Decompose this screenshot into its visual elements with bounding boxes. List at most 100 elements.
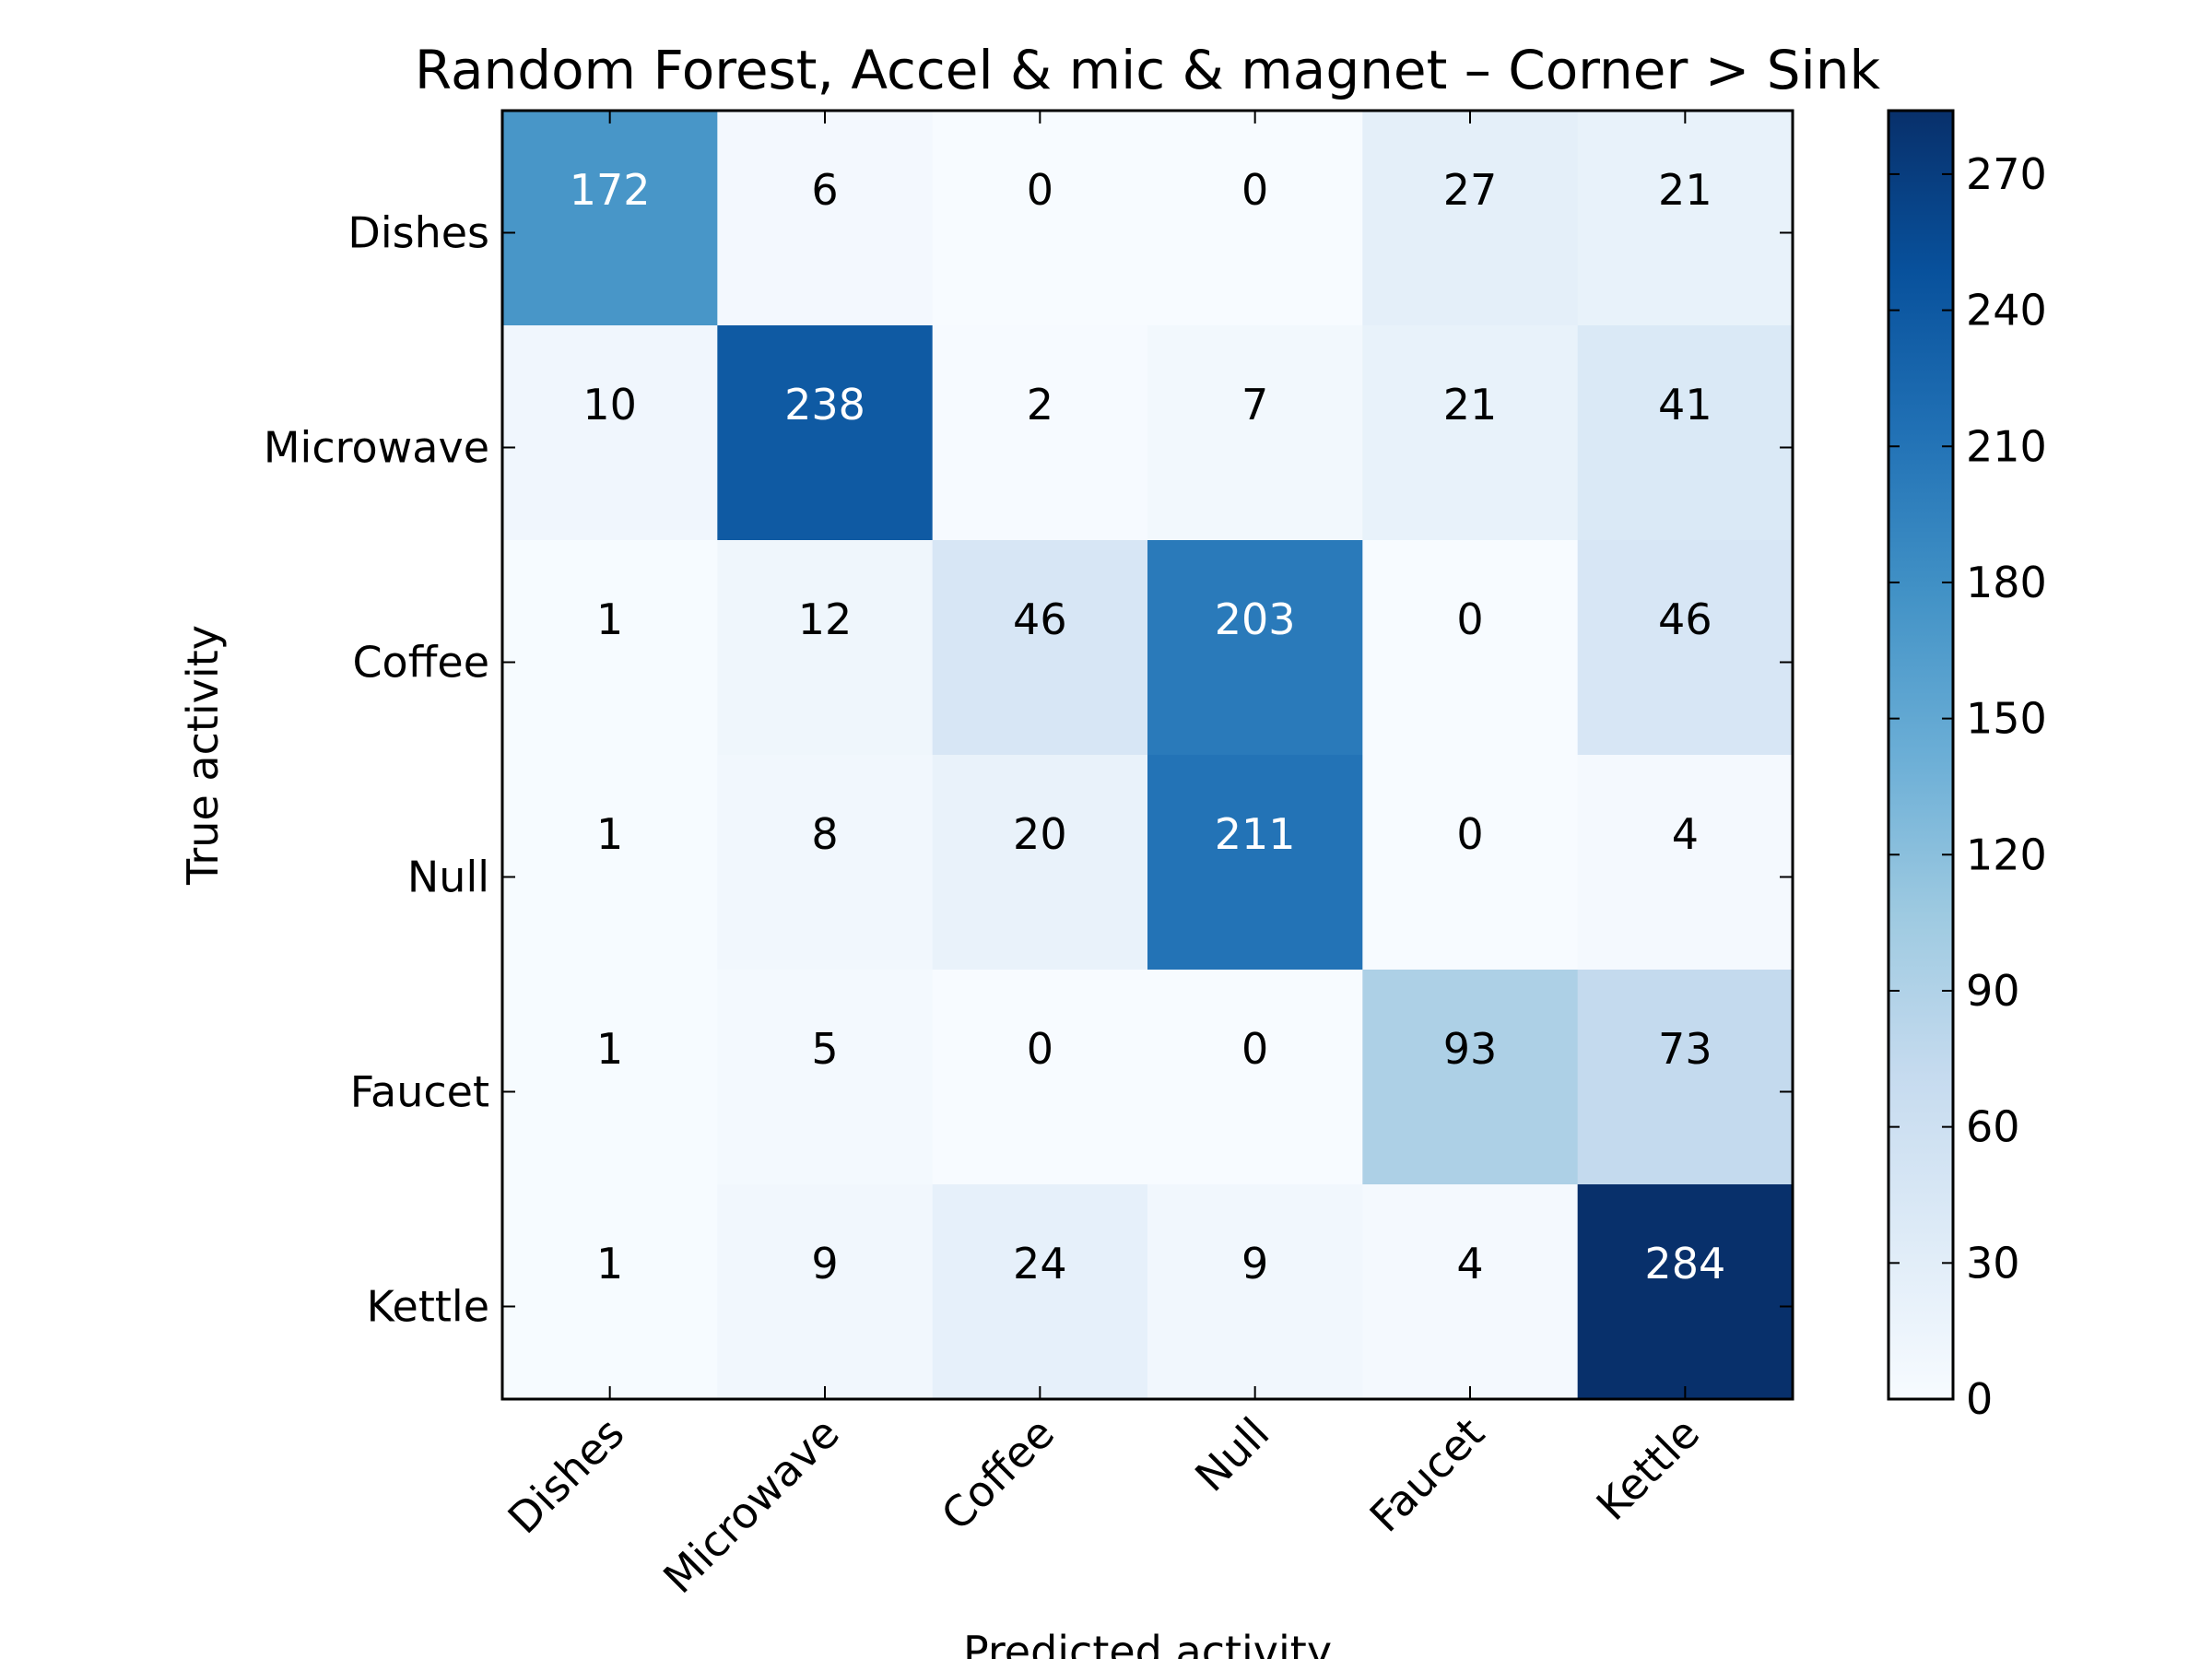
plot-frame — [500, 109, 1794, 1401]
heatmap-cell — [1577, 755, 1794, 971]
cell-value: 20 — [1013, 809, 1067, 859]
cell-value: 2 — [1027, 380, 1053, 429]
cell-value: 10 — [582, 380, 637, 429]
heatmap-cell — [1577, 970, 1794, 1185]
cell-value: 211 — [1215, 809, 1296, 859]
cell-value: 8 — [811, 809, 838, 859]
heatmap-cell — [717, 540, 934, 756]
y-tick-label: Kettle — [367, 1282, 489, 1332]
cell-value: 1 — [596, 1024, 623, 1074]
colorbar-tick-label: 240 — [1966, 286, 2047, 335]
cell-value: 6 — [811, 165, 838, 215]
cell-value: 27 — [1443, 165, 1498, 215]
heatmap-cell — [1362, 755, 1579, 971]
y-axis-label: True activity — [178, 625, 228, 886]
x-axis-label: Predicted activity — [963, 1627, 1332, 1659]
heatmap-cell — [1362, 1184, 1579, 1400]
x-tick-label: Null — [1185, 1408, 1278, 1501]
cell-value: 46 — [1658, 594, 1712, 644]
heatmap-cell — [1147, 540, 1363, 756]
cell-value: 0 — [1027, 165, 1053, 215]
colorbar: 0 30 60 90 120 150 180 210 240 270 — [1887, 109, 2047, 1424]
x-tick-label: Microwave — [653, 1408, 849, 1604]
heatmap-cell — [1147, 1184, 1363, 1400]
heatmap-cell — [1147, 755, 1363, 971]
cell-value: 24 — [1013, 1239, 1067, 1288]
cell-value: 172 — [570, 165, 651, 215]
heatmap-cell — [1147, 111, 1363, 326]
x-tick-label: Dishes — [499, 1408, 634, 1544]
y-tick-label: Null — [407, 853, 489, 902]
cell-value: 73 — [1658, 1024, 1712, 1074]
heatmap-cell — [1577, 325, 1794, 541]
x-tick-label: Coffee — [932, 1408, 1064, 1540]
y-axis-ticks: Dishes Microwave Coffee Null Faucet Kettle — [264, 208, 1793, 1332]
cell-value: 1 — [596, 809, 623, 859]
cell-value: 284 — [1644, 1239, 1725, 1288]
colorbar-tick-label: 0 — [1966, 1374, 1993, 1424]
colorbar-tick-label: 210 — [1966, 421, 2047, 471]
y-tick-label: Coffee — [352, 638, 489, 688]
colorbar-tick-label: 150 — [1966, 694, 2047, 744]
chart-title: Random Forest, Accel & mic & magnet – Co… — [415, 39, 1881, 101]
heatmap-cell — [932, 111, 1148, 326]
cell-value: 41 — [1658, 380, 1712, 429]
cell-value: 0 — [1456, 809, 1483, 859]
cell-value: 4 — [1456, 1239, 1483, 1288]
cell-value: 4 — [1672, 809, 1699, 859]
x-tick-label: Kettle — [1587, 1408, 1709, 1530]
cell-value: 238 — [784, 380, 865, 429]
heatmap-cell — [502, 1184, 718, 1400]
heatmap-cell — [932, 755, 1148, 971]
cell-value: 5 — [811, 1024, 838, 1074]
colorbar-tick-label: 270 — [1966, 149, 2047, 199]
cell-value: 7 — [1241, 380, 1268, 429]
heatmap-cell — [502, 325, 718, 541]
heatmap-cell — [502, 111, 718, 326]
cell-value: 21 — [1658, 165, 1712, 215]
cell-value: 46 — [1013, 594, 1067, 644]
cell-value: 0 — [1456, 594, 1483, 644]
cell-value: 9 — [811, 1239, 838, 1288]
colorbar-gradient — [1887, 109, 1955, 1401]
colorbar-tick-label: 180 — [1966, 558, 2047, 607]
y-tick-label: Dishes — [347, 208, 489, 258]
heatmap-cells — [502, 111, 1794, 1400]
heatmap-cell — [502, 755, 718, 971]
cell-value: 1 — [596, 594, 623, 644]
heatmap-cell — [1362, 111, 1579, 326]
cell-value: 0 — [1241, 1024, 1268, 1074]
colorbar-tick-label: 30 — [1966, 1238, 2020, 1288]
colorbar-tick-label: 90 — [1966, 966, 2020, 1016]
cell-value: 12 — [798, 594, 853, 644]
heatmap-cell — [1577, 1184, 1794, 1400]
heatmap-cell — [717, 755, 934, 971]
heatmap-cell — [1362, 325, 1579, 541]
heatmap-cell — [502, 970, 718, 1185]
heatmap-cell — [1577, 111, 1794, 326]
cell-value: 1 — [596, 1239, 623, 1288]
heatmap-cell — [932, 1184, 1148, 1400]
heatmap-cell — [717, 325, 934, 541]
heatmap-cell — [1362, 970, 1579, 1185]
heatmap-cell — [932, 970, 1148, 1185]
cell-value: 21 — [1443, 380, 1498, 429]
heatmap-cell — [1577, 540, 1794, 756]
colorbar-tick-label: 60 — [1966, 1102, 2020, 1152]
heatmap-cell — [717, 1184, 934, 1400]
heatmap-cell — [1147, 970, 1363, 1185]
heatmap-cell — [1362, 540, 1579, 756]
x-tick-label: Faucet — [1360, 1408, 1494, 1542]
heatmap-cell — [717, 970, 934, 1185]
cell-value: 9 — [1241, 1239, 1268, 1288]
cell-value: 203 — [1215, 594, 1296, 644]
heatmap-cell — [932, 325, 1148, 541]
heatmap-cell — [502, 540, 718, 756]
cell-value: 0 — [1027, 1024, 1053, 1074]
heatmap-cell — [717, 111, 934, 326]
cell-value: 93 — [1443, 1024, 1498, 1074]
y-tick-label: Microwave — [264, 423, 489, 473]
heatmap-cell — [932, 540, 1148, 756]
